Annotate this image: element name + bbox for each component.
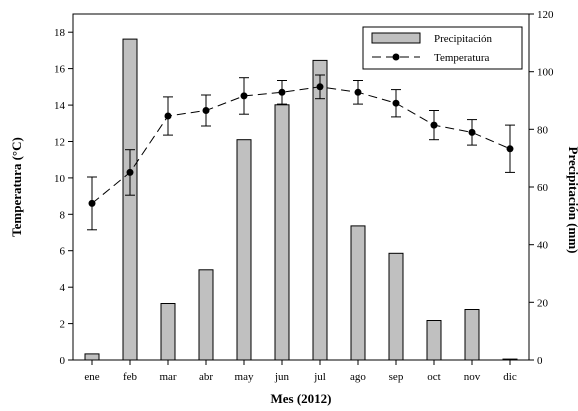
x-tick-label-ago: ago	[350, 371, 366, 383]
bar-dic	[502, 358, 518, 361]
bar-oct	[426, 320, 442, 361]
y-axis-right-title: Precipitación (mm)	[566, 147, 578, 254]
x-tick-label-sep: sep	[389, 371, 404, 383]
bar-ene	[84, 353, 100, 361]
temperature-point-nov	[468, 128, 476, 136]
x-tick-label-may: may	[235, 371, 254, 383]
temperature-point-sep	[392, 99, 400, 107]
temperature-point-mar	[164, 112, 172, 120]
y-right-tick-label: 80	[537, 124, 549, 136]
temperature-point-jul	[316, 83, 324, 91]
y-left-tick-label: 16	[54, 64, 66, 76]
y-right-tick-label: 0	[537, 355, 543, 367]
y-left-tick-label: 12	[54, 137, 65, 149]
temperature-point-ago	[354, 88, 362, 96]
y-axis-left-title: Temperatura (°C)	[9, 137, 24, 237]
y-left-tick-label: 0	[60, 355, 66, 367]
x-tick-label-abr: abr	[199, 371, 213, 383]
y-left-tick-label: 2	[60, 319, 66, 331]
y-right-tick-label: 60	[537, 182, 549, 194]
temperature-line-layer	[87, 74, 515, 231]
bar-jul	[312, 59, 328, 361]
precipitation-bars	[84, 38, 518, 361]
x-tick-label-jul: jul	[313, 371, 326, 383]
bar-nov	[464, 309, 480, 361]
legend-marker	[392, 53, 400, 61]
y-left-tick-label: 6	[60, 246, 66, 258]
temperature-line	[91, 86, 511, 204]
y-right-tick-label: 40	[537, 240, 549, 252]
bar-abr	[198, 269, 214, 361]
temperature-point-dic	[506, 145, 514, 153]
bar-mar	[160, 303, 176, 361]
x-tick-label-jun: jun	[274, 371, 290, 383]
temperature-point-ene	[88, 199, 96, 207]
x-tick-label-nov: nov	[464, 371, 481, 383]
y-left-tick-label: 10	[54, 173, 66, 185]
y-left-tick-label: 4	[60, 282, 66, 294]
legend: Precipitación Temperatura	[362, 26, 523, 70]
bar-jun	[274, 104, 290, 361]
y-right-tick-label: 20	[537, 297, 549, 309]
y-left-tick-label: 18	[54, 27, 66, 39]
bar-feb	[122, 38, 138, 361]
x-tick-label-mar: mar	[159, 371, 176, 383]
x-tick-label-ene: ene	[84, 371, 99, 383]
y-left-tick-label: 14	[54, 100, 66, 112]
axes: 0 2 4 6 8 10 12 14 16 18 0 20 40 60 80 100 120 ene feb mar a…	[54, 9, 554, 383]
x-axis-title: Mes (2012)	[270, 391, 331, 406]
legend-label-precipitation: Precipitación	[434, 33, 493, 45]
x-tick-label-oct: oct	[427, 371, 440, 383]
temperature-point-may	[240, 92, 248, 100]
y-right-tick-label: 100	[537, 67, 554, 79]
x-tick-label-dic: dic	[503, 371, 517, 383]
temperature-point-jun	[278, 88, 286, 96]
legend-label-temperature: Temperatura	[434, 52, 490, 64]
y-left-tick-label: 8	[60, 209, 66, 221]
bar-ago	[350, 225, 366, 361]
temperature-point-oct	[430, 121, 438, 129]
x-tick-label-feb: feb	[123, 371, 138, 383]
y-right-tick-label: 120	[537, 9, 554, 21]
bar-may	[236, 139, 252, 361]
legend-bar-swatch	[371, 32, 421, 44]
temperature-point-abr	[202, 107, 210, 114]
bar-sep	[388, 252, 404, 361]
temperature-point-feb	[126, 168, 134, 176]
